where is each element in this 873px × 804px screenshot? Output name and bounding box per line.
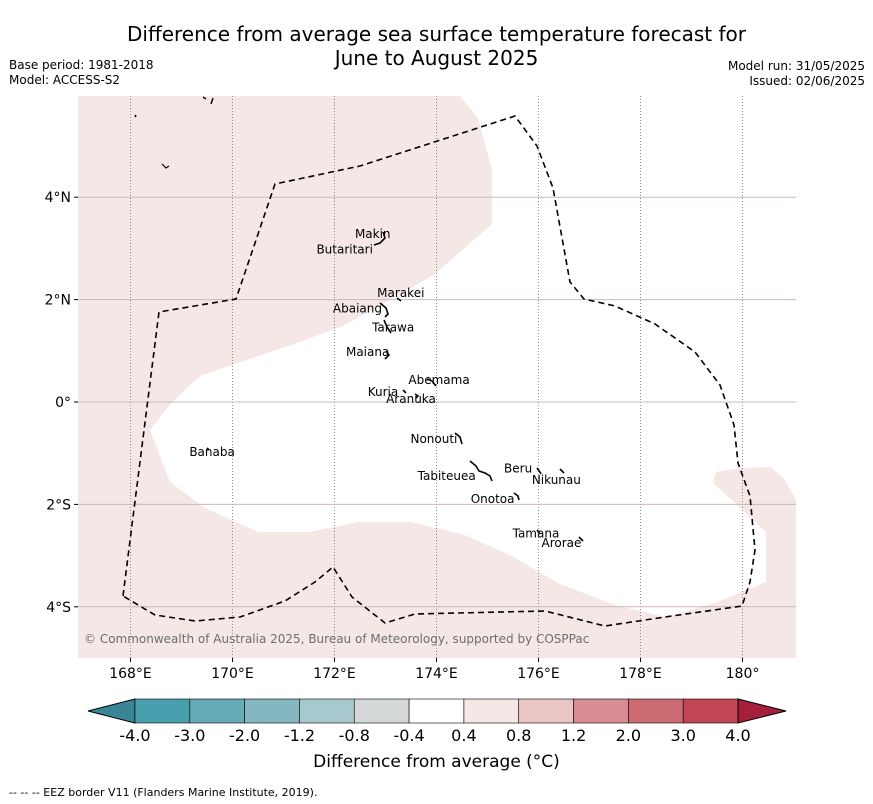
copyright-notice: © Commonwealth of Australia 2025, Bureau… [84, 632, 590, 646]
colorbar: -4.0 -3.0 -2.0 -1.2 -0.8 -0.4 0.4 0.8 1.2 2.0 3.0 4… [87, 698, 787, 745]
colorbar-bin [244, 698, 300, 724]
island-label: Makin [355, 227, 391, 241]
x-tick-label: 180° [726, 666, 760, 682]
colorbar-extend-low [87, 698, 136, 724]
island-label: Abaiang [333, 301, 382, 315]
island-label: Aranuka [386, 392, 436, 406]
eez-footnote: -- -- -- EEZ border V11 (Flanders Marine… [9, 786, 318, 799]
colorbar-bin [628, 698, 684, 724]
x-tick-label: 170°E [211, 666, 254, 682]
island-label: Banaba [189, 445, 235, 459]
colorbar-tick-label: 3.0 [670, 726, 695, 745]
x-axis: 168°E 170°E 172°E 174°E 176°E 178°E 180° [109, 658, 759, 682]
x-tick-label: 174°E [415, 666, 458, 682]
y-axis: 4°N 2°N 0° 2°S 4°S [45, 190, 78, 616]
colorbar-bin [682, 698, 739, 724]
island-label: Kuria [368, 385, 399, 399]
x-tick-label: 176°E [517, 666, 560, 682]
colorbar-tick-label: -1.2 [284, 726, 315, 745]
colorbar-tick-label: 0.8 [506, 726, 531, 745]
island-label: Onotoa [471, 492, 515, 506]
islands-land [134, 96, 584, 542]
colorbar-tick-label: -0.4 [393, 726, 424, 745]
colorbar-bin [353, 698, 410, 724]
colorbar-extend-high [737, 698, 787, 724]
y-tick-label: 2°S [46, 497, 71, 513]
title-line-2: June to August 2025 [334, 46, 539, 70]
island-label: Abemama [408, 373, 469, 387]
colorbar-tick-label: 4.0 [725, 726, 750, 745]
island-label: Butaritari [316, 243, 373, 257]
x-tick-label: 178°E [619, 666, 662, 682]
island-label: Marakei [377, 286, 424, 300]
x-tick-label: 168°E [109, 666, 152, 682]
colorbar-tick-label: -4.0 [119, 726, 150, 745]
colorbar-tick-label: 0.4 [451, 726, 476, 745]
island-label: Arorae [542, 536, 582, 550]
title-line-1: Difference from average sea surface temp… [126, 22, 746, 46]
y-tick-label: 4°N [45, 190, 71, 206]
colorbar-tick-label: -3.0 [174, 726, 205, 745]
y-tick-label: 0° [55, 395, 71, 411]
x-tick-label: 172°E [313, 666, 356, 682]
colorbar-bin [189, 698, 245, 724]
colorbar-bin [463, 698, 520, 724]
colorbar-bin [518, 698, 574, 724]
colorbar-tick-label: 1.2 [561, 726, 586, 745]
colorbar-bin [408, 698, 465, 724]
metadata-left: Base period: 1981-2018 Model: ACCESS-S2 [9, 58, 154, 88]
model-name: Model: ACCESS-S2 [9, 73, 121, 87]
colorbar-tick-label: 2.0 [616, 726, 641, 745]
island-label: Nonouti [410, 432, 457, 446]
base-period: Base period: 1981-2018 [9, 58, 154, 72]
eez-border [122, 115, 756, 627]
colorbar-tick-label: -0.8 [339, 726, 370, 745]
graticule [78, 96, 796, 658]
y-tick-label: 2°N [45, 293, 71, 309]
island-label: Tabiteuea [417, 469, 476, 483]
metadata-right: Model run: 31/05/2025 Issued: 02/06/2025 [728, 59, 865, 89]
colorbar-bin [573, 698, 629, 724]
island-label: Nikunau [532, 473, 581, 487]
colorbar-bin [134, 698, 191, 724]
y-tick-label: 4°S [46, 600, 71, 616]
island-label: Beru [504, 462, 532, 476]
colorbar-tick-label: -2.0 [229, 726, 260, 745]
model-run: Model run: 31/05/2025 [727, 59, 865, 73]
colorbar-label: Difference from average (°C) [313, 752, 560, 772]
issued-date: Issued: 02/06/2025 [749, 74, 865, 88]
island-label: Maiana [346, 345, 389, 359]
island-label: Tamana [512, 527, 560, 541]
colorbar-bin [299, 698, 355, 724]
map-title: Difference from average sea surface temp… [0, 22, 873, 70]
island-label: Tarawa [371, 320, 414, 334]
